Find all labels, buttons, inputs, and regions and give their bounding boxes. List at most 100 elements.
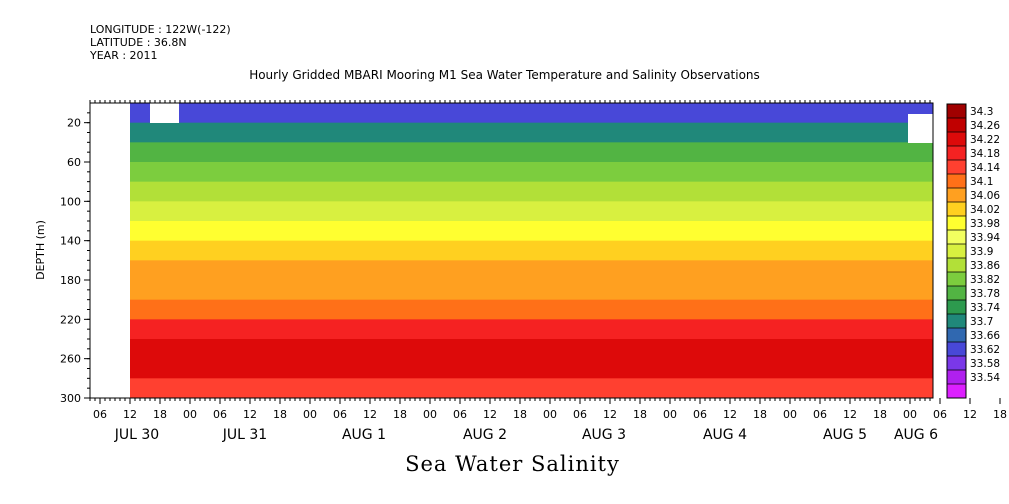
x-day-label: AUG 3: [582, 427, 626, 443]
x-hour-label: 06: [933, 408, 947, 421]
colorbar-label: 34.1: [970, 176, 993, 188]
x-day-label: JUL 30: [114, 427, 159, 443]
year-label: YEAR : 2011: [90, 49, 158, 62]
salinity-band: [130, 201, 933, 222]
colorbar-swatch: [947, 286, 966, 301]
x-hour-label: 06: [693, 408, 707, 421]
x-hour-label: 18: [753, 408, 767, 421]
colorbar-swatch: [947, 146, 966, 161]
salinity-band: [130, 319, 933, 340]
colorbar-swatch: [947, 104, 966, 119]
y-tick-label: 60: [67, 156, 81, 169]
colorbar-swatch: [947, 118, 966, 133]
colorbar-label: 34.02: [970, 204, 1000, 216]
colorbar-label: 33.82: [970, 274, 1000, 286]
x-hour-label: 12: [723, 408, 737, 421]
x-hour-label: 18: [993, 408, 1007, 421]
x-day-label: AUG 1: [342, 427, 386, 443]
colorbar-label: 33.9: [970, 246, 993, 258]
x-hour-label: 06: [333, 408, 347, 421]
colorbar-label: 33.58: [970, 358, 1000, 370]
colorbar-label: 34.18: [970, 148, 1000, 160]
colorbar-label: 34.26: [970, 120, 1000, 132]
x-day-label: JUL 31: [222, 427, 267, 443]
x-hour-label: 18: [633, 408, 647, 421]
salinity-band: [130, 162, 933, 183]
colorbar-label: 33.98: [970, 218, 1000, 230]
x-hour-label: 00: [903, 408, 917, 421]
longitude-label: LONGITUDE : 122W(-122): [90, 23, 231, 36]
colorbar-swatch: [947, 272, 966, 287]
latitude-label: LATITUDE : 36.8N: [90, 36, 187, 49]
colorbar-label: 34.14: [970, 162, 1000, 174]
colorbar-swatch: [947, 342, 966, 357]
colorbar-swatch: [947, 384, 966, 399]
x-hour-label: 18: [393, 408, 407, 421]
missing-data-region: [150, 103, 179, 123]
colorbar-swatch: [947, 174, 966, 189]
colorbar-swatch: [947, 132, 966, 147]
colorbar-swatch: [947, 300, 966, 315]
salinity-band: [130, 240, 933, 261]
colorbar-label: 33.54: [970, 372, 1000, 384]
y-tick-label: 180: [60, 274, 81, 287]
y-tick-label: 100: [60, 195, 81, 208]
missing-data-region: [90, 103, 130, 398]
colorbar-label: 34.22: [970, 134, 1000, 146]
colorbar-label: 34.3: [970, 106, 993, 118]
colorbar-swatch: [947, 216, 966, 231]
salinity-band: [130, 221, 933, 242]
y-axis-label: DEPTH (m): [34, 220, 47, 280]
missing-data-region: [908, 114, 933, 143]
x-hour-label: 12: [483, 408, 497, 421]
x-hour-label: 12: [843, 408, 857, 421]
colorbar-swatch: [947, 328, 966, 343]
x-hour-label: 18: [873, 408, 887, 421]
salinity-band: [130, 260, 933, 281]
x-hour-label: 00: [783, 408, 797, 421]
colorbar-swatch: [947, 244, 966, 259]
x-hour-label: 12: [363, 408, 377, 421]
x-hour-label: 06: [213, 408, 227, 421]
salinity-band: [130, 142, 933, 163]
salinity-band: [130, 378, 933, 399]
x-hour-label: 12: [603, 408, 617, 421]
chart-title: Hourly Gridded MBARI Mooring M1 Sea Wate…: [249, 68, 760, 82]
colorbar-swatch: [947, 356, 966, 371]
salinity-band: [130, 299, 933, 320]
colorbar-swatch: [947, 188, 966, 203]
variable-title: Sea Water Salinity: [405, 452, 620, 476]
x-day-label: AUG 5: [823, 427, 867, 443]
x-hour-label: 12: [123, 408, 137, 421]
salinity-band: [130, 358, 933, 379]
colorbar-label: 34.06: [970, 190, 1000, 202]
colorbar-swatch: [947, 202, 966, 217]
x-day-label: AUG 6: [894, 427, 938, 443]
x-hour-label: 06: [93, 408, 107, 421]
colorbar-swatch: [947, 314, 966, 329]
colorbar-swatch: [947, 160, 966, 175]
x-hour-label: 06: [453, 408, 467, 421]
salinity-band: [130, 103, 933, 124]
x-hour-label: 18: [513, 408, 527, 421]
colorbar-label: 33.66: [970, 330, 1000, 342]
colorbar-label: 33.7: [970, 316, 993, 328]
salinity-band: [130, 339, 933, 360]
y-tick-label: 20: [67, 117, 81, 130]
x-hour-label: 06: [573, 408, 587, 421]
x-hour-label: 00: [303, 408, 317, 421]
salinity-band: [130, 280, 933, 301]
colorbar-label: 33.62: [970, 344, 1000, 356]
x-hour-label: 18: [153, 408, 167, 421]
x-day-label: AUG 2: [463, 427, 507, 443]
x-day-label: AUG 4: [703, 427, 747, 443]
x-hour-label: 00: [663, 408, 677, 421]
colorbar-frame: [946, 103, 967, 399]
y-tick-label: 140: [60, 235, 81, 248]
y-tick-label: 220: [60, 313, 81, 326]
x-hour-label: 00: [543, 408, 557, 421]
x-hour-label: 12: [243, 408, 257, 421]
colorbar-swatch: [947, 370, 966, 385]
y-tick-label: 300: [60, 392, 81, 405]
